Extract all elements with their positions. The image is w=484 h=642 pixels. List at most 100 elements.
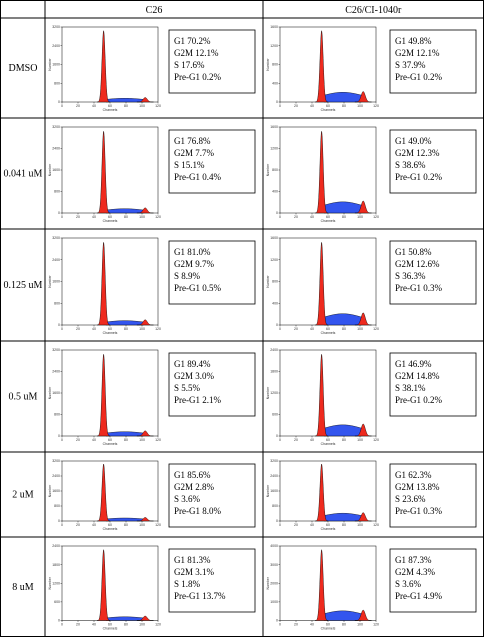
y-tick-label: 2400 [270,348,278,352]
x-tick-label: 80 [342,623,346,627]
y-tick-label: 2400 [52,258,60,262]
y-tick-label: 1200 [52,581,60,585]
stats-line: G1 85.6% [174,470,211,480]
x-tick-label: 80 [124,523,128,527]
y-axis-label: Number [266,386,270,399]
stats-line: Pre-G1 0.2% [395,172,442,182]
g2m-peak [136,97,154,103]
x-axis-label: Channels [103,442,118,446]
y-axis-label: Number [48,386,52,399]
x-tick-label: 80 [124,104,128,108]
stats-box [168,463,256,528]
x-tick-label: 100 [357,104,363,108]
column-header: C26 [146,5,163,16]
x-tick-label: 60 [326,104,330,108]
y-tick-label: 1600 [270,236,278,240]
g1-peak [97,29,111,103]
x-tick-label: 80 [342,523,346,527]
y-tick-label: 800 [54,301,60,305]
g2m-peak [354,312,372,326]
y-axis-label: Number [48,57,52,70]
x-tick-label: 80 [342,104,346,108]
x-tick-label: 20 [76,104,80,108]
x-tick-label: 80 [124,215,128,219]
x-tick-label: 80 [124,438,128,442]
histogram: 0 20 40 60 80 100 120 Channels 0 800 1600 2400 3200 N… [48,125,161,223]
y-axis-label: Number [266,484,270,497]
stats-line: G1 89.4% [174,359,211,369]
y-tick-label: 2400 [52,147,60,151]
x-tick-label: 40 [92,623,96,627]
y-tick-label: 3200 [52,348,60,352]
x-tick-label: 20 [294,215,298,219]
stats-line: S 3.6% [395,579,422,589]
x-tick-label: 20 [294,438,298,442]
y-axis-label: Number [48,484,52,497]
g2m-peak [136,319,154,326]
x-axis-label: Channels [103,527,118,531]
x-tick-label: 100 [139,104,145,108]
y-tick-label: 1200 [270,147,278,151]
histogram: 0 20 40 60 80 100 120 Channels 0 800 1600 2400 3200 N… [266,459,379,531]
stats-line: S 38.6% [395,160,426,170]
stats-line: G2M 13.8% [395,482,440,492]
stats-line: G1 46.9% [395,359,432,369]
stats-line: Pre-G1 0.4% [174,172,221,182]
y-tick-label: 4000 [270,544,278,548]
stats-line: G2M 12.6% [395,259,440,269]
row-label: 0.125 uM [4,280,43,291]
x-tick-label: 100 [139,215,145,219]
y-tick-label: 3200 [52,236,60,240]
y-tick-label: 800 [54,413,60,417]
g1-peak [315,463,329,522]
g1-peak [97,354,111,437]
x-axis-label: Channels [103,219,118,223]
y-tick-label: 1800 [52,563,60,567]
g2m-peak [136,517,154,522]
x-tick-label: 0 [61,104,63,108]
y-tick-label: 1600 [270,25,278,29]
x-tick-label: 0 [61,438,63,442]
sphase-area [323,513,362,522]
stats-box [168,352,256,417]
sphase-area [105,616,144,621]
x-tick-label: 120 [373,327,379,331]
y-tick-label: 2400 [52,44,60,48]
g1-peak [315,29,329,103]
x-tick-label: 20 [76,327,80,331]
x-axis-label: Channels [103,627,118,631]
x-tick-label: 40 [92,215,96,219]
x-tick-label: 40 [92,438,96,442]
stats-line: S 37.9% [395,60,426,70]
x-tick-label: 0 [279,104,281,108]
x-tick-label: 60 [326,327,330,331]
x-tick-label: 120 [373,623,379,627]
x-tick-label: 120 [155,523,161,527]
x-axis-label: Channels [321,627,336,631]
stats-line: G1 81.0% [174,247,211,257]
y-tick-label: 1600 [52,63,60,67]
x-tick-label: 120 [155,215,161,219]
y-tick-label: 800 [54,190,60,194]
x-tick-label: 120 [373,104,379,108]
y-tick-label: 800 [272,63,278,67]
stats-line: G2M 12.3% [395,148,440,158]
stats-box [389,548,477,613]
histogram: 0 20 40 60 80 100 120 Channels 0 800 1600 2400 3200 N… [48,459,161,531]
y-tick-label: 3200 [270,459,278,463]
y-tick-label: 800 [272,168,278,172]
stats-line: Pre-G1 0.2% [174,72,221,82]
x-tick-label: 100 [139,327,145,331]
stats-line: G1 49.0% [395,136,432,146]
x-tick-label: 0 [279,623,281,627]
stats-line: G1 62.3% [395,470,432,480]
x-tick-label: 0 [279,523,281,527]
y-tick-label: 1600 [270,489,278,493]
histogram: 0 20 40 60 80 100 120 Channels 0 400 800 1200 1600 Nu… [266,25,379,112]
stats-box [389,29,477,94]
stats-box [389,240,477,305]
row-label: 8 uM [12,582,34,593]
stats-line: G2M 9.7% [174,259,215,269]
stats-box [168,548,256,613]
